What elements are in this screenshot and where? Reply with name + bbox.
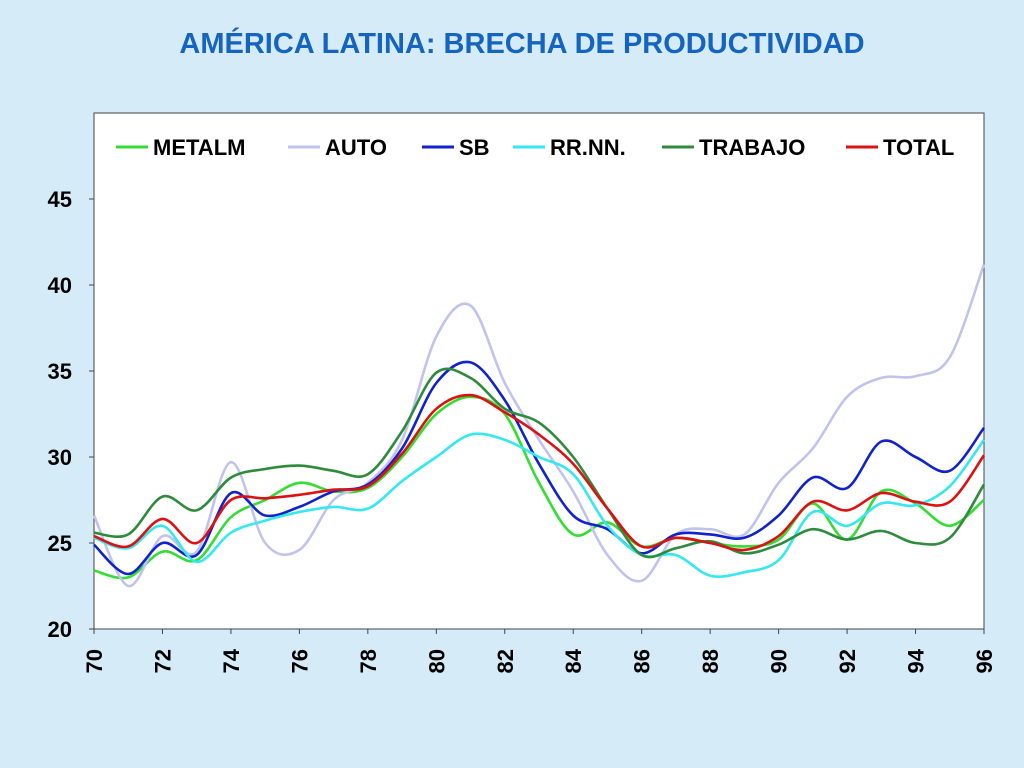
y-tick-label: 20 [48,617,72,642]
legend-label: SB [459,135,490,160]
legend: METALM AUTO SB RR.NN. TRABAJO TOTAL [116,135,954,160]
legend-label: TRABAJO [699,135,805,160]
series-line-total [93,393,986,552]
series-line-auto [92,263,986,588]
series-line-sb [93,360,986,576]
x-tick-label: 72 [150,649,175,673]
axis-layer: 20 25 30 35 40 45 70 72 74 76 78 80 82 84 86 88 90 92 94 96 [48,187,997,673]
legend-label: AUTO [325,135,387,160]
x-tick-label: 86 [630,649,655,673]
x-tick-label: 96 [972,649,997,673]
x-tick-label: 88 [698,649,723,673]
series-line-metalm [93,395,985,580]
x-tick-label: 84 [561,648,586,673]
y-tick-label: 40 [48,273,72,298]
x-tick-label: 90 [767,649,792,673]
series-line-rr-nn [93,432,986,578]
x-tick-label: 92 [835,649,860,673]
y-tick-label: 30 [48,445,72,470]
legend-label: METALM [153,135,245,160]
legend-label: RR.NN. [550,135,626,160]
plot-area [93,112,985,630]
x-tick-label: 82 [493,649,518,673]
y-tick-label: 35 [48,359,72,384]
x-tick-label: 70 [82,649,107,673]
y-tick-label: 25 [48,531,72,556]
x-tick-label: 80 [424,649,449,673]
chart-title: AMÉRICA LATINA: BRECHA DE PRODUCTIVIDAD [179,28,865,60]
y-tick-label: 45 [48,187,72,212]
legend-label: TOTAL [883,135,954,160]
series-layer [92,263,986,588]
x-tick-label: 74 [219,648,244,673]
x-tick-label: 78 [356,649,381,673]
x-tick-label: 76 [287,649,312,673]
series-line-trabajo [93,367,986,559]
x-tick-label: 94 [904,648,929,673]
